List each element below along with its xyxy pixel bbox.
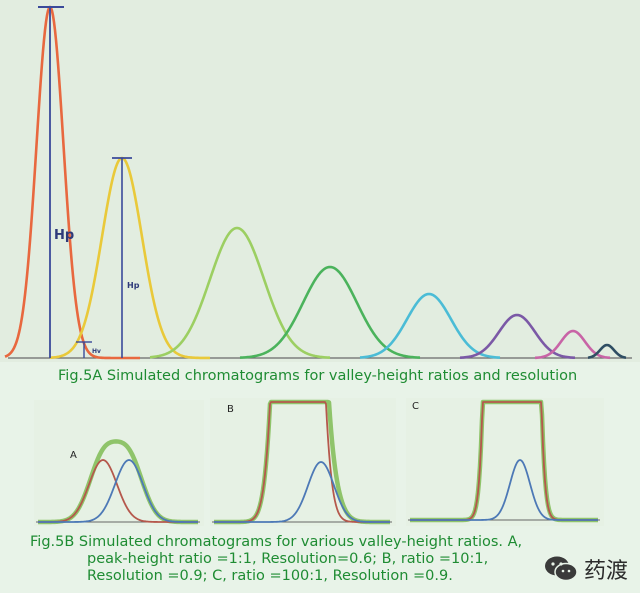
panel-5b-c: C <box>406 398 604 526</box>
caption-5b: Fig.5B Simulated chromatograms for vario… <box>30 534 550 585</box>
peak-5a-7 <box>534 329 611 360</box>
panel-5b-a-bg <box>34 400 204 526</box>
panel-5b-a: A <box>34 400 204 526</box>
peak-5a-5 <box>359 292 501 359</box>
peaks-5a <box>4 5 627 360</box>
peak-5a-2 <box>49 156 211 360</box>
hv-label: Hv <box>92 348 101 355</box>
panel-5b-b-bg <box>210 398 396 526</box>
panel-5b-c-bg <box>406 398 604 526</box>
peaks-5b <box>36 399 600 525</box>
peak2-trace-a <box>38 459 198 523</box>
peak-5a-8 <box>587 343 627 359</box>
peak2-trace-c <box>410 459 598 521</box>
watermark: 药渡 <box>544 553 628 585</box>
caption-5a: Fig.5A Simulated chromatograms for valle… <box>58 368 578 384</box>
panel-5b-b-label: B <box>227 404 234 415</box>
peak-5a-1 <box>4 5 141 360</box>
peak-5a-4 <box>239 265 421 359</box>
peak-5a-3 <box>149 226 331 359</box>
caption-5b-line3: Resolution =0.9; C, ratio =100:1, Resolu… <box>87 568 453 584</box>
peak-5a-6 <box>459 313 576 360</box>
watermark-text: 药渡 <box>583 559 628 584</box>
caption-5b-line1: Fig.5B Simulated chromatograms for vario… <box>30 534 523 550</box>
hp-small-label: Hp <box>127 281 140 290</box>
hp-large-label: Hp <box>54 228 74 243</box>
panel-5b-b: B <box>210 398 396 526</box>
figure-5a-panel <box>0 0 640 362</box>
panel-5b-c-label: C <box>412 401 419 412</box>
caption-5b-line2: peak-height ratio =1:1, Resolution=0.6; … <box>87 551 489 567</box>
peak2-trace-b <box>214 461 390 523</box>
wechat-icon <box>544 556 578 582</box>
panel-5b-a-label: A <box>70 450 77 461</box>
